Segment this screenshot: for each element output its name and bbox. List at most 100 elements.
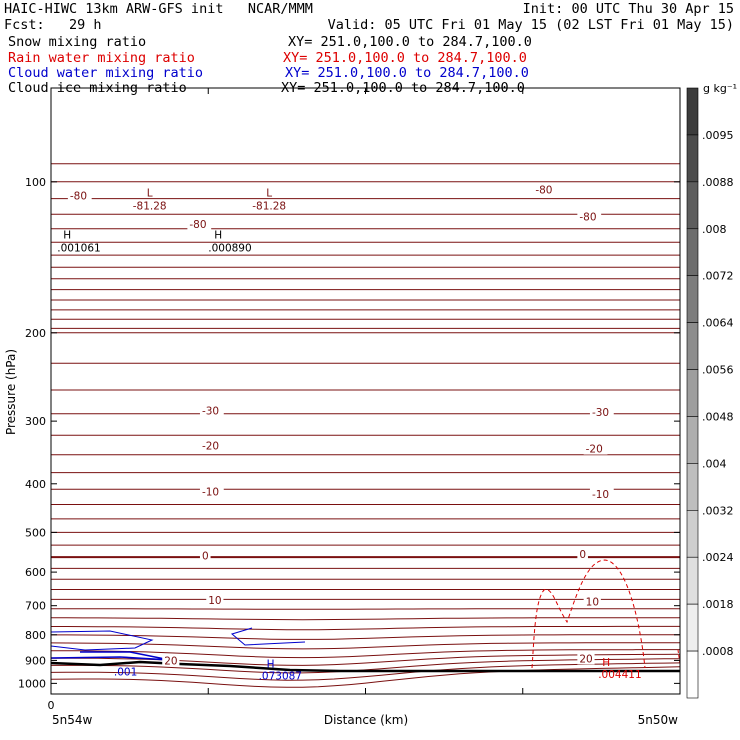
y-tick-label: 200: [25, 327, 46, 340]
isotherm-line: [51, 617, 680, 621]
colorbar-swatch: [686, 134, 699, 183]
header-line1-left: HAIC-HIWC 13km ARW-GFS init NCAR/MMM: [4, 1, 313, 17]
colorbar-swatch: [686, 510, 699, 558]
colorbar-swatch: [686, 603, 699, 652]
colorbar-label: .008: [702, 223, 727, 236]
y-tick-label: 900: [25, 654, 46, 667]
isotherm-label: 0: [202, 551, 209, 563]
isotherm-label: 10: [208, 595, 221, 607]
colorbar-label: .0064: [702, 317, 734, 330]
isotherm-label-bg: [199, 439, 224, 452]
isotherm-label-bg: [199, 404, 224, 417]
y-tick-label: 800: [25, 629, 46, 642]
colorbar-label: .0018: [702, 598, 734, 611]
isotherm-label-bg: [67, 189, 92, 202]
rain-water-contour: [531, 559, 646, 669]
colorbar-swatch: [686, 416, 699, 464]
isotherm-label: -30: [202, 406, 219, 418]
x-end-label-right: 5n50w: [638, 713, 679, 727]
colorbar-swatch: [686, 650, 699, 699]
isotherm-label-bg: [533, 183, 558, 196]
isotherm-label: -80: [70, 191, 87, 203]
x-axis-title: Distance (km): [324, 713, 408, 727]
y-tick-label: 700: [25, 600, 46, 613]
isotherm-label: -80: [535, 184, 552, 196]
terrain: [50, 660, 680, 673]
isotherm-label: -30: [592, 407, 609, 419]
terrain-line: [50, 660, 680, 673]
colorbar-label: .0008: [702, 645, 734, 658]
isotherm-label-bg: [199, 549, 211, 562]
extremum-h: H: [214, 230, 222, 242]
y-tick-label: 500: [25, 526, 46, 539]
isotherm-label-bg: [577, 548, 588, 561]
extremum-l: L: [266, 188, 272, 200]
field-name-cloud-water: Cloud water mixing ratio: [8, 65, 204, 81]
isotherm-label: -80: [189, 219, 206, 231]
colorbar-swatch: [686, 322, 699, 370]
y-axis-title: Pressure (hPa): [4, 349, 18, 435]
extremum-value: .001061: [57, 243, 100, 255]
field-xy-rain: XY= 251.0,100.0 to 284.7,100.0: [283, 50, 527, 66]
cloud-water-max-value: .073087: [259, 671, 302, 683]
x-axis: 0: [48, 88, 681, 712]
colorbar-swatch: [686, 275, 699, 323]
colorbar-label: .0048: [702, 410, 734, 423]
extremum-h: H: [63, 230, 71, 242]
isotherm-label: -80: [579, 212, 596, 224]
field-xy-cloud-water: XY= 251.0,100.0 to 284.7,100.0: [285, 65, 529, 81]
header-line2-right: Valid: 05 UTC Fri 01 May 15 (02 LST Fri …: [327, 17, 734, 33]
colorbar-swatch: [686, 87, 699, 136]
isotherm-label: -10: [592, 489, 609, 501]
isotherm-label: 10: [586, 596, 599, 608]
isotherm-label-bg: [589, 487, 614, 500]
colorbar-label: .0032: [702, 504, 734, 517]
temperature-contours: [50, 163, 681, 688]
isotherm-label-bg: [162, 654, 180, 667]
cloud-water-contour: [50, 630, 154, 651]
x-end-label-left: 5n54w: [52, 713, 93, 727]
colorbar-label: .0024: [702, 551, 734, 564]
isotherm-label: -20: [586, 444, 603, 456]
isotherm-line: [51, 649, 680, 659]
isotherm-label: -10: [202, 486, 219, 498]
y-tick-label: 1000: [18, 677, 46, 690]
colorbar-label: .0056: [702, 364, 734, 377]
colorbar-label: .0095: [702, 129, 734, 142]
y-tick-label: 300: [25, 415, 46, 428]
cloud-water-contour: [230, 627, 306, 646]
isotherm-label-bg: [199, 485, 224, 498]
isotherm-label-bg: [577, 652, 595, 665]
x-tick-label: 0: [48, 699, 55, 712]
rain-water-max-marker: H: [602, 657, 610, 669]
extremum-value: .000890: [208, 243, 251, 255]
y-tick-label: 600: [25, 566, 46, 579]
colorbar: .0095 .0088 .008 .0072 .0064 .0056 .0048 .004 .0…: [686, 82, 737, 699]
colorbar-swatch: [686, 463, 699, 511]
isotherm-label-bg: [577, 210, 602, 223]
isotherm-label: 20: [579, 653, 592, 665]
header-line2-left: Fcst: 29 h: [4, 17, 102, 33]
isotherm-line: [51, 634, 680, 640]
cloud-water-label: .001: [114, 667, 137, 679]
rain-water-max-value: .004411: [598, 669, 641, 681]
contour-labels: -80 -80 -80 -80 -30 -30 -20 -20 -10 -10 0 0 10 10 20 20…: [57, 183, 642, 683]
extremum-value: -81.28: [252, 201, 286, 213]
field-name-rain: Rain water mixing ratio: [8, 50, 195, 66]
extremum-value: -81.28: [133, 201, 167, 213]
colorbar-label: .004: [702, 457, 727, 470]
colorbar-unit: g kg⁻¹: [703, 82, 737, 95]
isotherm-line: [50, 666, 681, 688]
field-xy-snow: XY= 251.0,100.0 to 284.7,100.0: [288, 34, 532, 50]
colorbar-label: .0072: [702, 270, 734, 283]
isotherm-line: [50, 662, 681, 681]
field-name-snow: Snow mixing ratio: [8, 34, 147, 50]
header-line1-right: Init: 00 UTC Thu 30 Apr 15: [522, 1, 734, 17]
colorbar-swatch: [686, 556, 699, 605]
y-tick-label: 100: [25, 176, 46, 189]
isotherm-label-bg: [589, 406, 614, 419]
isotherm-line: [50, 642, 680, 650]
isotherm-label-bg: [187, 217, 212, 230]
colorbar-label: .0088: [702, 176, 734, 189]
